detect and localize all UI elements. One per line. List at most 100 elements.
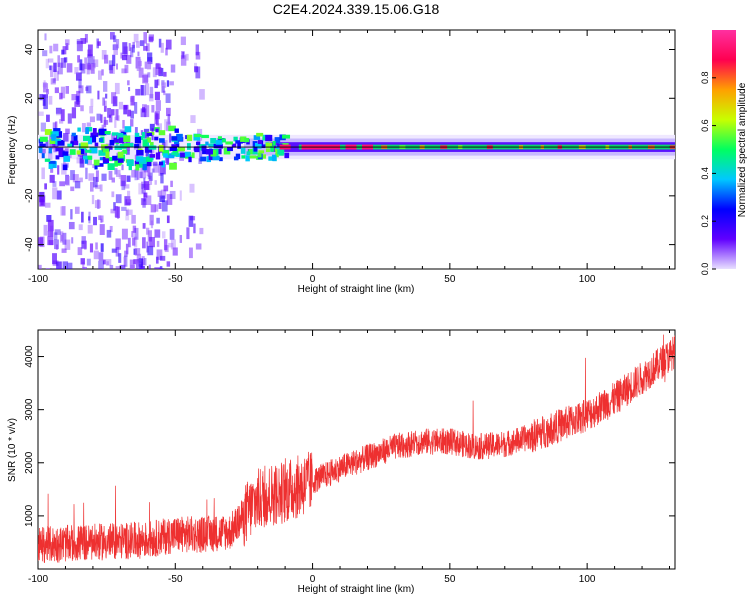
spectrogram-signal-cell (205, 148, 213, 155)
spectrogram-noise-cell (152, 67, 157, 78)
spectrogram-noise-cell (115, 206, 121, 218)
spectrogram-noise-cell (146, 227, 150, 235)
spectrogram-signal-cell (94, 142, 99, 147)
spectrogram-signal-cell (142, 139, 148, 147)
spectrogram-noise-cell (149, 236, 155, 248)
spectrogram-noise-cell (124, 250, 128, 257)
spectrogram-noise-cell (115, 194, 122, 204)
spectrogram-noise-cell (101, 173, 107, 181)
spectrogram-noise-cell (158, 38, 162, 48)
spectrogram-noise-cell (97, 70, 102, 80)
spectrogram-noise-cell (56, 108, 62, 116)
spectrogram-noise-cell (85, 167, 88, 180)
spectrogram-signal-cell (201, 134, 209, 139)
spectrogram-noise-cell (47, 219, 54, 232)
spectrogram-noise-cell (92, 163, 97, 169)
spectrogram-signal-cell (163, 153, 168, 158)
spectrogram-signal-cell (51, 134, 57, 141)
spectrogram-noise-cell (125, 209, 129, 216)
spectrogram-signal-cell (166, 155, 175, 159)
spectrogram-signal-cell (256, 132, 264, 137)
spectrogram-noise-cell (88, 216, 91, 221)
spectrogram-noise-cell (76, 39, 81, 45)
spectrogram-noise-cell (126, 55, 132, 64)
spectrogram-noise-cell (125, 199, 132, 205)
spectrogram-noise-cell (140, 108, 147, 118)
spectrogram-noise-cell (140, 167, 147, 179)
spectrogram-noise-cell (111, 248, 117, 253)
spectrogram-noise-cell (52, 78, 56, 83)
spectrogram-noise-cell (129, 96, 135, 106)
spectrogram-noise-cell (97, 90, 100, 100)
spectrogram-noise-cell (166, 80, 170, 87)
spectrogram-signal-cell (213, 143, 220, 149)
spectrogram-noise-cell (100, 114, 103, 123)
spectrogram-noise-cell (133, 33, 139, 43)
spectrogram-noise-cell (157, 190, 162, 197)
spectrogram-signal-cell (193, 133, 201, 141)
spectrogram-noise-cell (131, 214, 136, 224)
spectrogram-noise-cell (121, 54, 128, 61)
spectrogram-noise-cell (88, 211, 91, 224)
spectrogram-signal-cell (253, 135, 261, 140)
spectrogram-noise-cell (59, 92, 63, 100)
spectrogram-signal-cell (245, 155, 250, 162)
spectrogram-noise-cell (91, 194, 95, 205)
spectrogram-signal-cell (70, 140, 79, 146)
spectrogram-signal-cell (191, 152, 195, 159)
spectrogram-noise-cell (95, 170, 99, 182)
spectrogram-noise-cell (61, 248, 67, 253)
spectrogram-signal-cell (194, 146, 200, 153)
spectrogram-noise-cell (142, 237, 146, 249)
spectrogram-signal-cell (144, 146, 153, 153)
spectrogram-noise-cell (155, 100, 161, 111)
x-tick-label: 0 (310, 274, 316, 285)
spectrogram-signal-cell (141, 132, 145, 139)
spectrogram-signal-cell (265, 148, 270, 153)
spectrogram-noise-cell (81, 236, 86, 244)
spectrogram-signal-cell (158, 161, 164, 166)
spectrogram-noise-cell (155, 63, 161, 76)
spectrogram-noise-cell (101, 69, 104, 76)
spectrogram-noise-cell (165, 47, 168, 56)
spectrogram-noise-cell (109, 264, 114, 269)
spectrogram-signal-cell (208, 154, 213, 161)
spectrogram-noise-cell (48, 95, 53, 105)
spectrogram-noise-cell (138, 258, 144, 267)
spectrogram-noise-cell (115, 246, 120, 257)
spectrogram-noise-cell (199, 89, 205, 100)
spectrogram-signal-cell (104, 146, 113, 150)
spectrogram-noise-cell (161, 82, 167, 88)
spectrogram-noise-cell (89, 243, 94, 253)
spectrogram-noise-cell (93, 176, 98, 188)
spectrogram-noise-cell (160, 172, 164, 184)
spectrogram-signal-cell (92, 135, 97, 143)
spectrogram-noise-cell (130, 110, 134, 119)
spectrogram-signal-cell (86, 155, 93, 160)
spectrogram-noise-cell (80, 63, 86, 74)
spectrogram-noise-cell (142, 75, 149, 84)
spectrogram-signal-cell (85, 126, 93, 132)
spectrogram-noise-cell (134, 248, 141, 256)
spectrogram-signal-cell (121, 131, 127, 136)
spectrogram-noise-cell (170, 239, 176, 250)
spectrogram-signal-cell (109, 139, 115, 146)
spectrogram-noise-cell (118, 101, 124, 110)
spectrogram-signal-cell (174, 128, 179, 133)
spectrogram-signal-cell (98, 128, 107, 136)
spectrogram-noise-cell (87, 64, 92, 70)
spectrogram-noise-cell (161, 231, 166, 239)
spectrogram-signal-cell (225, 141, 233, 145)
spectrogram-noise-cell (148, 36, 154, 43)
spectrogram-noise-cell (42, 50, 48, 57)
spectrogram-signal-cell (63, 155, 70, 162)
spectrogram-noise-cell (57, 55, 60, 67)
spectrogram-noise-cell (41, 167, 45, 180)
spectrogram-signal-cell (217, 138, 225, 142)
spectrogram-noise-cell (108, 60, 113, 71)
spectrogram-signal-cell (158, 144, 164, 152)
spectrogram-signal-cell (113, 137, 119, 143)
spectrogram-noise-cell (136, 59, 142, 72)
spectrogram-noise-cell (148, 264, 151, 269)
spectrogram-noise-cell (145, 83, 150, 96)
